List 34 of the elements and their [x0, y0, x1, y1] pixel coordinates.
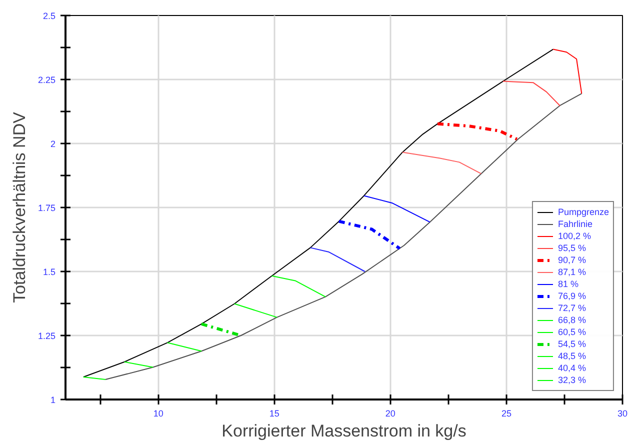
line-series — [502, 80, 560, 106]
legend-label: 87,1 % — [558, 267, 586, 277]
y-tick-label: 2.25 — [38, 75, 56, 85]
legend-label: 100,2 % — [558, 231, 591, 241]
legend-label: 81 % — [558, 279, 578, 289]
legend-label: 90,7 % — [558, 255, 586, 265]
x-tick-label: 25 — [501, 408, 512, 418]
y-tick-label: 1.25 — [38, 331, 56, 341]
legend-label: 60,5 % — [558, 327, 586, 337]
legend-label: 72,7 % — [558, 303, 586, 313]
legend-label: 40,4 % — [558, 363, 586, 373]
line-series — [82, 48, 554, 378]
x-tick-label: 20 — [385, 408, 396, 418]
legend-label: Pumpgrenze — [558, 207, 609, 217]
line-series — [402, 152, 482, 174]
y-tick-label: 1.5 — [42, 267, 56, 277]
x-axis-title: Korrigierter Massenstrom in kg/s — [222, 422, 466, 440]
line-series — [436, 122, 518, 141]
x-tick-label: 10 — [153, 408, 164, 418]
legend-label: 95,5 % — [558, 243, 586, 253]
legend-label: 32,3 % — [558, 375, 586, 385]
x-tick-label: 30 — [617, 408, 628, 418]
line-series — [552, 48, 582, 94]
y-axis-title: Totaldruckverhältnis NDV — [10, 111, 29, 303]
y-tick-label: 2 — [50, 139, 56, 149]
y-tick-label: 1 — [50, 395, 56, 405]
legend-label: 66,8 % — [558, 315, 586, 325]
legend-label: 76,9 % — [558, 291, 586, 301]
x-tick-label: 15 — [269, 408, 280, 418]
legend-label: 54,5 % — [558, 339, 586, 349]
y-tick-label: 1.75 — [38, 203, 56, 213]
y-tick-label: 2.5 — [42, 11, 56, 21]
legend-label: 48,5 % — [558, 351, 586, 361]
legend-label: Fahrlinie — [558, 219, 592, 229]
